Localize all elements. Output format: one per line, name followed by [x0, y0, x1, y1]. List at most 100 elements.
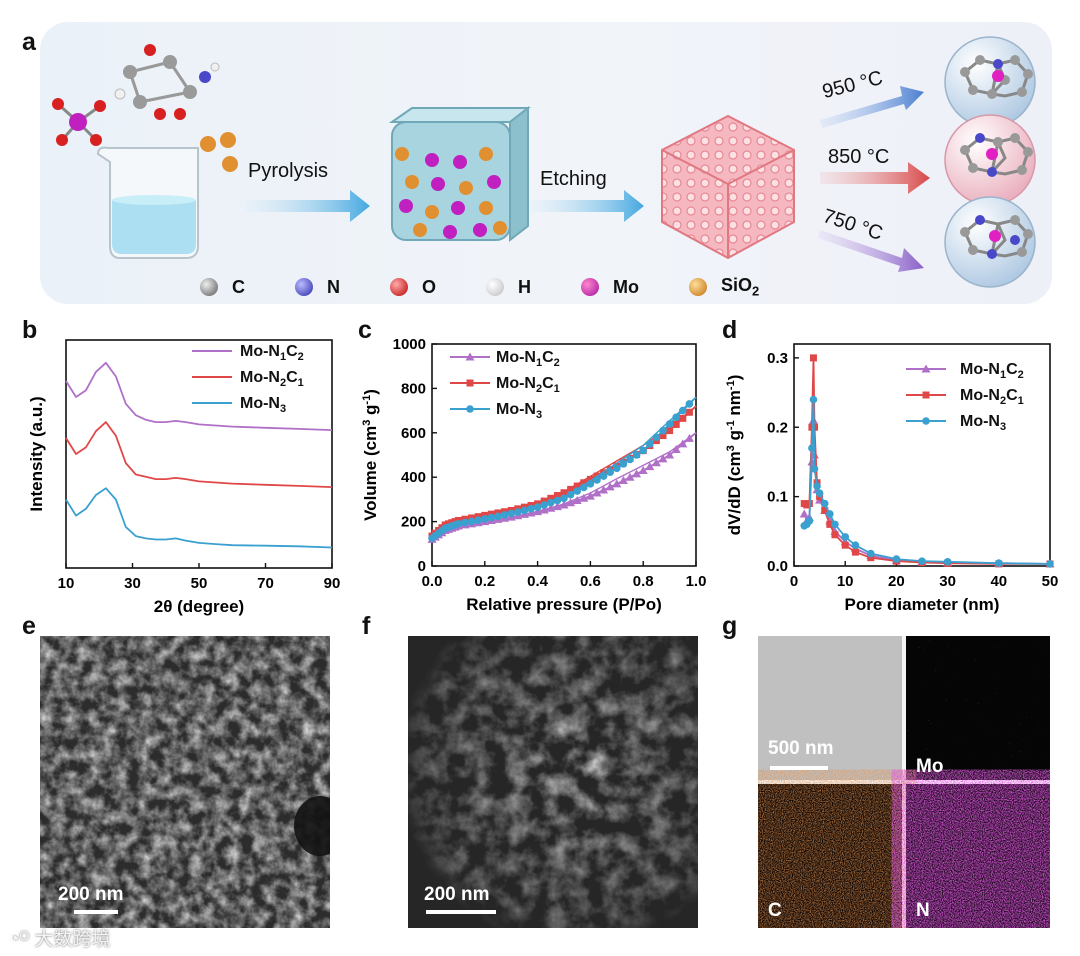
pyrolysis-arrow-icon [245, 190, 370, 222]
y-tick-label: 0 [418, 558, 426, 575]
x-tick-label: 0.4 [527, 573, 549, 590]
isotherm-point [573, 482, 581, 490]
isotherm-point [639, 446, 647, 455]
isotherm-point [605, 482, 615, 491]
x-tick-label: 30 [939, 573, 956, 590]
isotherm-point [580, 479, 588, 487]
isotherm-point [567, 485, 575, 493]
x-tick-label: 90 [324, 575, 341, 592]
y-tick-label: 200 [401, 514, 426, 531]
xrd-chart: 10 30 50 70 90 Mo-N1C2 Mo-N2C1 Mo-N3 2θ (degree)… [27, 339, 341, 616]
isotherm-point [685, 408, 693, 416]
pore-size-chart: 0 10 20 30 40 50 0.0 0.1 0.2 0.3 Mo-N1C2 Mo-N2C1 Mo-… [725, 343, 1058, 614]
pore-point [1046, 560, 1054, 568]
legend-marker [922, 417, 930, 425]
hydrogen-atom-icon [486, 278, 505, 296]
tem-image: 200 nm [408, 636, 698, 928]
watermark-logo-icon: ◔ᴼ [8, 929, 30, 950]
pore-point [809, 354, 817, 362]
legend-marker [921, 364, 931, 373]
x-tick-label: 70 [257, 575, 274, 592]
x-tick-label: 0.0 [422, 573, 443, 590]
isotherm-point [666, 427, 674, 435]
legend-marker [466, 379, 474, 387]
isotherm-point [527, 504, 535, 513]
legend-label: Mo-N1C2 [960, 361, 1024, 381]
isotherm-point [672, 420, 680, 428]
isotherm-point [599, 472, 608, 480]
y-tick-label: 600 [401, 425, 426, 442]
pore-point [799, 509, 809, 518]
isotherm-chart: 0.0 0.2 0.4 0.6 0.8 1.0 0 200 400 600 800 1000 Mo-N1… [361, 336, 706, 614]
y-axis-label: dV/dD (cm3 g-1 nm-1) [725, 375, 744, 536]
pore-point [943, 558, 952, 566]
sio2-sphere-icon [220, 132, 236, 148]
mo-map [906, 636, 1050, 780]
legend-oxygen-label: O [422, 276, 437, 297]
oxygen-atom-icon [390, 278, 408, 296]
isotherm-point [573, 487, 581, 495]
legend-label: Mo-N1C2 [240, 343, 304, 363]
isotherm-point [632, 451, 641, 459]
mo-n2c1-site-icon [944, 114, 1036, 206]
y-tick-label: 800 [401, 380, 426, 397]
y-axis-label: Intensity (a.u.) [27, 396, 46, 511]
panel-label-a: a [22, 28, 36, 56]
synthesis-schematic: Pyrolysis Etching 950 °C 850 °C 750 °C [40, 22, 1052, 304]
schematic-drawing [52, 36, 1036, 288]
y-tick-label: 0.3 [767, 350, 788, 367]
pore-point [820, 499, 829, 508]
sio2-sphere-icon [200, 136, 216, 152]
pyrolysis-label: Pyrolysis [248, 160, 329, 182]
x-axis-label: Relative pressure (P/Po) [466, 595, 662, 614]
sem-texture [40, 636, 330, 928]
mo-map-label: Mo [916, 756, 944, 777]
x-tick-label: 0.6 [580, 573, 601, 590]
isotherm-point [566, 490, 575, 499]
arrow-950-icon [820, 86, 924, 128]
isotherm-point [572, 496, 582, 505]
isotherm-point [560, 494, 568, 503]
legend-label: Mo-N3 [496, 401, 542, 421]
x-tick-label: 30 [124, 575, 141, 592]
isotherm-point [533, 507, 543, 516]
x-tick-label: 10 [58, 575, 75, 592]
pore-point [841, 533, 849, 541]
isotherm-point [500, 511, 509, 519]
isotherm-point [560, 489, 568, 497]
legend-nitrogen: N [295, 277, 340, 298]
isotherm-point [547, 498, 555, 507]
isotherm-point [645, 462, 655, 471]
eds-maps [758, 636, 1050, 928]
x-tick-label: 50 [191, 575, 208, 592]
pore-point [851, 541, 860, 549]
legend-molybdenum-label: Mo [613, 276, 640, 297]
atom-legend: C N O H Mo SiO2 [200, 272, 801, 302]
isotherm-point [494, 512, 502, 521]
isotherm-point [612, 479, 622, 488]
haadf-image [758, 636, 902, 780]
y-tick-label: 0.2 [767, 419, 788, 436]
isotherm-point [606, 468, 614, 477]
isotherm-point [585, 491, 595, 500]
x-tick-label: 0.2 [474, 573, 495, 590]
isotherm-point [514, 508, 522, 516]
arrow-750-icon [818, 230, 924, 272]
porous-carbon-framework-icon [661, 114, 795, 260]
isotherm-point [625, 472, 635, 481]
legend-oxygen: O [390, 277, 436, 298]
isotherm-point [651, 458, 661, 467]
xrd-series-line [65, 361, 333, 431]
pore-point [805, 517, 814, 525]
pore-point [808, 444, 816, 452]
isotherm-point [546, 503, 556, 512]
legend-label: Mo-N2C1 [496, 375, 560, 395]
isotherm-point [652, 433, 661, 442]
isotherm-point [646, 440, 654, 448]
x-axis-label: Pore diameter (nm) [845, 595, 1000, 614]
panel-label-g: g [722, 612, 738, 640]
isotherm-point [665, 420, 674, 428]
pore-point [821, 507, 829, 514]
tem-scale-bar [426, 910, 496, 914]
c-map-label: C [768, 900, 782, 921]
